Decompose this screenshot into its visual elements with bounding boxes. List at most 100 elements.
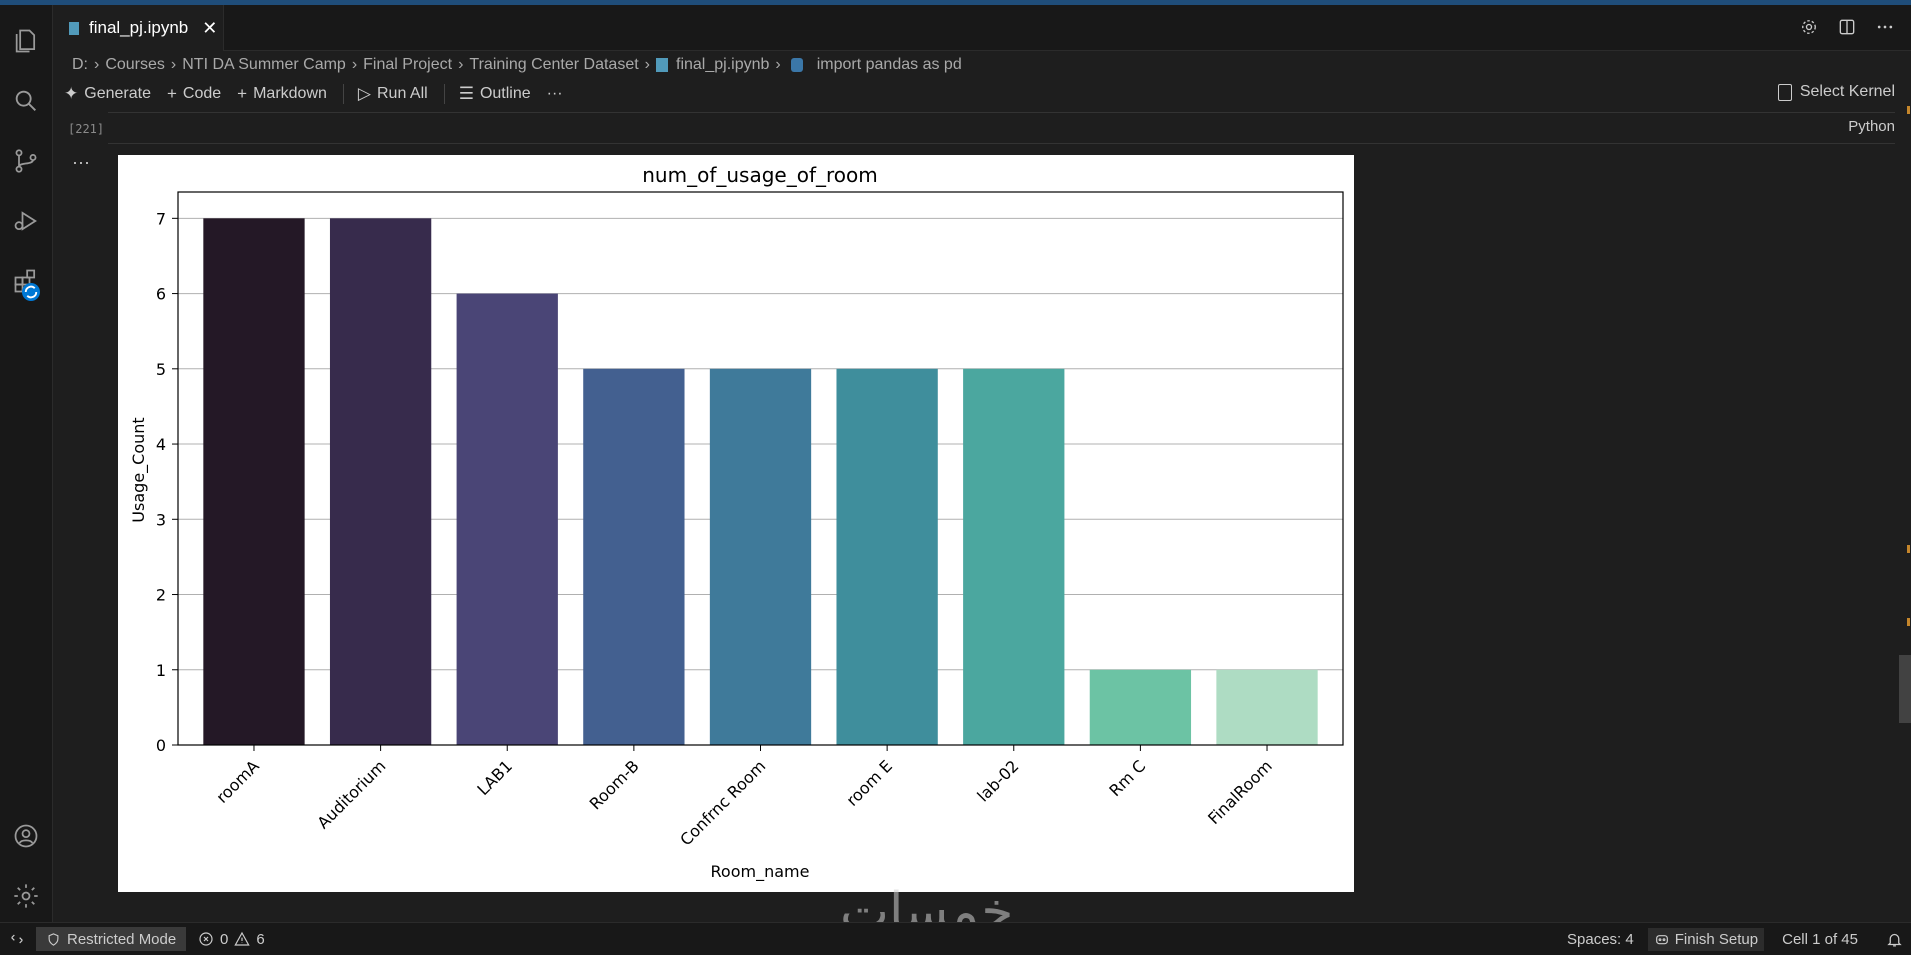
finish-setup-label: Finish Setup	[1674, 930, 1759, 948]
account-icon[interactable]	[0, 812, 52, 860]
breadcrumb-item[interactable]: D:	[72, 56, 88, 73]
breadcrumb-item[interactable]: Training Center Dataset	[469, 56, 639, 73]
remote-indicator-icon[interactable]	[0, 923, 34, 955]
bars	[203, 218, 1318, 746]
more-actions-icon[interactable]	[1871, 13, 1899, 41]
source-control-icon[interactable]	[0, 137, 52, 185]
x-tick-label: roomA	[212, 756, 262, 806]
breadcrumb: D: › Courses › NTI DA Summer Camp › Fina…	[72, 54, 962, 76]
y-axis-label: Usage_Count	[129, 417, 149, 522]
notebook-file-icon	[69, 21, 79, 35]
code-cell-collapsed[interactable]	[108, 112, 1895, 144]
python-icon	[790, 58, 803, 72]
indentation-button[interactable]: Spaces: 4	[1567, 931, 1634, 948]
chart-title: num_of_usage_of_room	[642, 163, 877, 187]
list-icon: ☰	[458, 84, 474, 103]
x-tick-label: room E	[843, 756, 896, 809]
more-toolbar-button[interactable]: ···	[547, 85, 563, 103]
error-count: 0	[220, 930, 229, 948]
copilot-icon	[1655, 935, 1668, 945]
output-actions-button[interactable]: ···	[72, 152, 90, 172]
x-tick-label: Room-B	[586, 756, 643, 813]
chevron-right-icon: ›	[351, 56, 358, 73]
finish-setup-button[interactable]: Finish Setup	[1647, 927, 1765, 951]
minimap-marker	[1907, 545, 1910, 553]
chevron-right-icon: ›	[775, 56, 781, 73]
run-all-label: Run All	[376, 85, 428, 102]
markdown-label: Markdown	[253, 85, 327, 102]
y-tick-label: 1	[156, 661, 166, 680]
activity-bar	[0, 5, 53, 922]
notebook-toolbar: ✦ Generate + Code + Markdown ▷ Run All ☰…	[64, 83, 579, 105]
add-code-button[interactable]: + Code	[167, 84, 221, 104]
x-axis-label: Room_name	[711, 862, 810, 882]
y-tick-label: 7	[156, 209, 166, 228]
chevron-right-icon: ›	[644, 56, 650, 73]
settings-gear-icon[interactable]	[1795, 13, 1823, 41]
kernel-icon	[1777, 83, 1792, 101]
breadcrumb-item[interactable]: final_pj.ipynb	[676, 56, 770, 73]
restricted-mode-button[interactable]: Restricted Mode	[36, 927, 187, 951]
breadcrumb-item[interactable]: Courses	[105, 56, 165, 73]
explorer-icon[interactable]	[0, 17, 52, 65]
x-tick-label: Auditorium	[313, 756, 389, 832]
editor-scrollbar[interactable]	[1899, 655, 1911, 723]
bar-auditorium	[329, 218, 432, 746]
bar-lab-02	[963, 368, 1065, 745]
run-debug-icon[interactable]	[0, 197, 52, 245]
execution-count: [221]	[68, 122, 105, 136]
y-tick-label: 4	[156, 435, 166, 454]
minimap-marker	[1907, 618, 1910, 626]
code-label: Code	[182, 85, 222, 102]
bar-finalroom	[1216, 669, 1318, 745]
notebook-file-icon	[656, 58, 668, 72]
editor-tab-bar: final_pj.ipynb ✕	[53, 5, 1911, 51]
x-tick-label: LAB1	[473, 756, 516, 799]
add-markdown-button[interactable]: + Markdown	[237, 84, 327, 104]
bar-lab1	[456, 293, 558, 745]
more-label: ···	[546, 85, 563, 102]
y-tick-label: 6	[156, 285, 166, 304]
manage-gear-icon[interactable]	[0, 872, 52, 920]
restricted-mode-label: Restricted Mode	[67, 930, 177, 948]
extensions-icon[interactable]	[0, 257, 52, 305]
breadcrumb-item[interactable]: import pandas as pd	[816, 56, 962, 73]
tab-final-pj[interactable]: final_pj.ipynb ✕	[53, 5, 224, 51]
chevron-right-icon: ›	[458, 56, 464, 73]
update-badge-icon	[22, 283, 40, 301]
toolbar-divider	[443, 84, 445, 104]
run-all-button[interactable]: ▷ Run All	[358, 84, 428, 104]
x-tick-label: Rm C	[1105, 756, 1149, 800]
problems-button[interactable]: 0 6	[198, 923, 265, 955]
shield-icon	[48, 932, 59, 946]
chevron-right-icon: ›	[94, 56, 100, 73]
cell-language-picker[interactable]: Python	[1848, 118, 1895, 135]
plus-icon: +	[237, 84, 248, 103]
outline-label: Outline	[479, 85, 531, 102]
y-ticks: 0 1 2 3 4 5 6 7	[156, 209, 178, 755]
sparkle-icon: ✦	[64, 84, 79, 103]
breadcrumb-item[interactable]: Final Project	[363, 56, 453, 73]
bar-room-e	[836, 368, 938, 745]
outline-button[interactable]: ☰ Outline	[459, 84, 531, 104]
plus-icon: +	[166, 84, 177, 103]
select-kernel-button[interactable]: Select Kernel	[1777, 83, 1895, 101]
search-icon[interactable]	[0, 77, 52, 125]
split-editor-icon[interactable]	[1833, 13, 1861, 41]
y-tick-label: 0	[156, 736, 166, 755]
bar-rooma	[203, 218, 305, 746]
chevron-right-icon: ›	[170, 56, 177, 73]
breadcrumb-item[interactable]: NTI DA Summer Camp	[182, 56, 346, 73]
spaces-label: Spaces: 4	[1567, 930, 1634, 948]
y-tick-label: 3	[156, 510, 166, 529]
y-tick-label: 2	[156, 586, 166, 605]
title-strip	[0, 0, 1911, 5]
cell-position[interactable]: Cell 1 of 45	[1782, 931, 1858, 948]
toolbar-divider	[342, 84, 344, 104]
run-all-icon: ▷	[357, 84, 371, 103]
generate-button[interactable]: ✦ Generate	[64, 84, 151, 104]
warning-icon	[234, 931, 251, 946]
close-tab-icon[interactable]: ✕	[202, 17, 218, 38]
tab-label: final_pj.ipynb	[89, 18, 189, 37]
notifications-bell-icon[interactable]	[1886, 931, 1903, 948]
